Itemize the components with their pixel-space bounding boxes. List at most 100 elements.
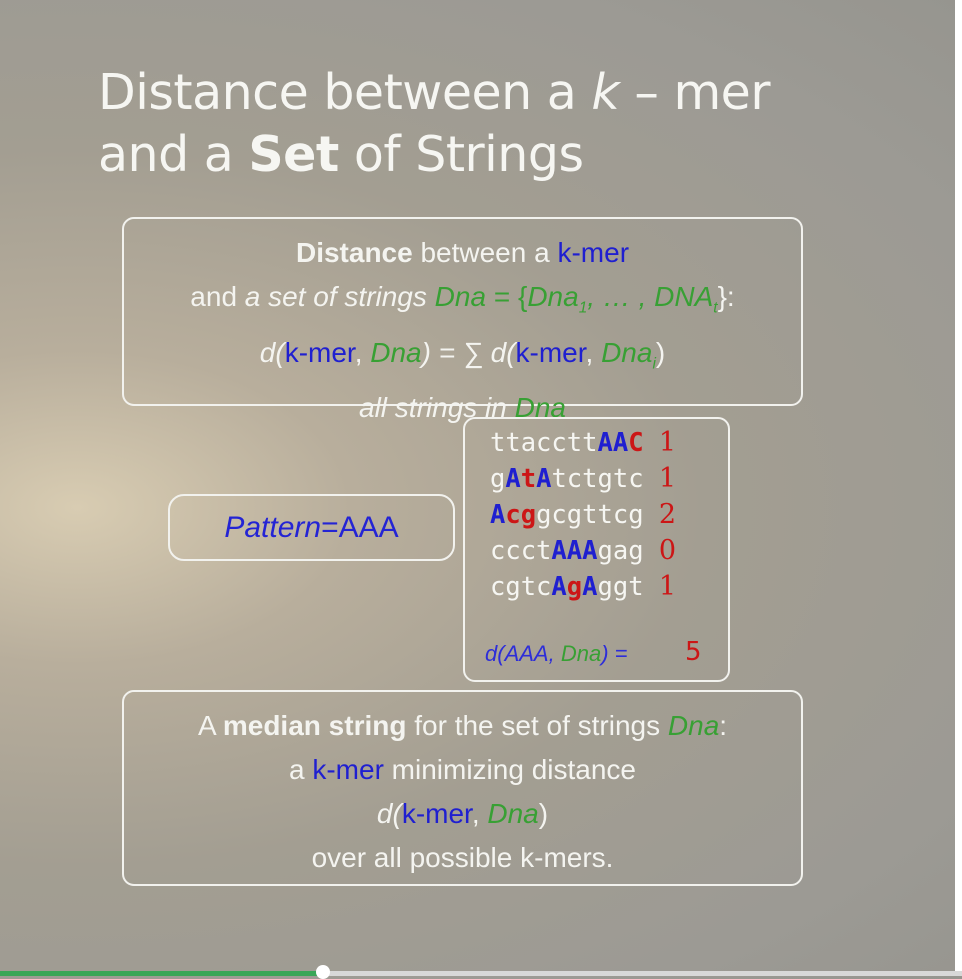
sequence-distance: 1 bbox=[658, 571, 677, 602]
definition-box: Distance between a k-mer and a set of st… bbox=[122, 217, 803, 423]
sequence-row: cgtcAgAggt 1 bbox=[490, 569, 676, 605]
title-text: and a bbox=[98, 126, 249, 183]
def-dna: Dna bbox=[601, 336, 653, 368]
total-value: 5 bbox=[685, 637, 702, 667]
title-line-2: and a Set of Strings bbox=[98, 124, 938, 186]
sequence-segment: AA bbox=[597, 428, 629, 458]
median-kmer: k-mer bbox=[312, 754, 384, 785]
sequence-segment: cg bbox=[505, 500, 537, 530]
sequence-segment: gag bbox=[597, 536, 644, 566]
definition-lines: Distance between a k-mer and a set of st… bbox=[124, 231, 801, 430]
progress-knob[interactable] bbox=[316, 965, 331, 979]
def-sub: i bbox=[652, 355, 656, 373]
sequence-segment: A bbox=[505, 464, 521, 494]
sequence-segment: C bbox=[628, 428, 644, 458]
sequence-segment: A bbox=[490, 500, 506, 530]
title-text: – mer bbox=[619, 64, 770, 121]
sequence-row: ccctAAAgag 0 bbox=[490, 533, 676, 569]
def-text: ) = ∑ d( bbox=[421, 336, 516, 368]
def-text: = { bbox=[486, 281, 528, 312]
pattern-label: Pattern bbox=[224, 510, 322, 544]
def-text: ) bbox=[655, 336, 666, 368]
def-kmer: k-mer bbox=[557, 237, 630, 268]
median-line-3: d(k-mer, Dna) bbox=[124, 792, 801, 836]
median-line-4: over all possible k-mers. bbox=[124, 836, 801, 880]
slide-title: Distance between a k – mer and a Set of … bbox=[98, 62, 938, 186]
sequences-box: ttaccttAAC 1 gAtAtctgtc 1 Acggcgttcg 2 ccct… bbox=[463, 417, 730, 682]
def-text: between a bbox=[412, 237, 558, 268]
median-bold: median string bbox=[222, 710, 407, 741]
sequence-distance: 2 bbox=[658, 499, 677, 530]
sequence-segment: gcgttcg bbox=[536, 500, 644, 530]
median-kmer: k-mer bbox=[401, 798, 472, 829]
median-text: over all possible k-mers. bbox=[311, 842, 614, 873]
sequence-segment: ccct bbox=[490, 536, 552, 566]
total-label: , bbox=[548, 641, 561, 666]
title-text: of Strings bbox=[338, 126, 584, 183]
title-line-1: Distance between a k – mer bbox=[98, 62, 938, 124]
median-text: d( bbox=[376, 798, 402, 829]
def-sub: t bbox=[713, 299, 718, 317]
sequence-distance: 0 bbox=[658, 535, 677, 566]
sequence-segment: A bbox=[551, 572, 567, 602]
median-line-2: a k-mer minimizing distance bbox=[124, 748, 801, 792]
title-text: Distance between a bbox=[98, 64, 592, 121]
sequence-row: ttaccttAAC 1 bbox=[490, 425, 676, 461]
total-distance: d(AAA, Dna) = 5 bbox=[485, 637, 702, 667]
sequence-distance: 1 bbox=[658, 427, 677, 458]
sequence-segment: A bbox=[536, 464, 552, 494]
def-line-1: Distance between a k-mer bbox=[124, 231, 801, 275]
sequence-segment: ttacctt bbox=[490, 428, 598, 458]
def-kmer: k-mer bbox=[284, 336, 355, 368]
pattern-eq: = bbox=[321, 510, 339, 544]
sequence-segment: ggt bbox=[597, 572, 644, 602]
def-dna: Dna bbox=[434, 281, 487, 312]
def-text: d( bbox=[259, 336, 285, 368]
title-k: k bbox=[591, 64, 620, 121]
pattern-box: Pattern = AAA bbox=[168, 494, 455, 561]
right-border bbox=[955, 0, 962, 976]
def-dna: Dna bbox=[370, 336, 422, 368]
sequence-segment: AAA bbox=[551, 536, 598, 566]
median-text: for the set of strings bbox=[406, 710, 668, 741]
total-label: d( bbox=[485, 641, 505, 666]
sequence-segment: cgtc bbox=[490, 572, 552, 602]
sequence-row: Acggcgttcg 2 bbox=[490, 497, 676, 533]
sequence-row: gAtAtctgtc 1 bbox=[490, 461, 676, 497]
def-text: a set of strings bbox=[244, 281, 435, 312]
def-text: and bbox=[190, 281, 245, 312]
total-label: AAA bbox=[504, 641, 549, 666]
def-dna: DNA bbox=[654, 281, 714, 312]
median-lines: A median string for the set of strings D… bbox=[124, 704, 801, 880]
def-sub: 1 bbox=[578, 299, 588, 317]
median-text: minimizing distance bbox=[383, 754, 636, 785]
pattern-text: Pattern = AAA bbox=[170, 496, 453, 559]
sequence-segment: t bbox=[520, 464, 537, 494]
median-dna: Dna bbox=[487, 798, 539, 829]
median-text: A bbox=[197, 710, 223, 741]
def-text: , bbox=[354, 336, 371, 368]
def-distance: Distance bbox=[295, 237, 413, 268]
sequence-segment: g bbox=[490, 464, 506, 494]
def-text: }: bbox=[717, 281, 735, 312]
video-progress-bar[interactable] bbox=[0, 965, 962, 979]
median-box: A median string for the set of strings D… bbox=[122, 690, 803, 886]
sequence-segment: A bbox=[582, 572, 598, 602]
def-dna: Dna bbox=[527, 281, 579, 312]
median-text: ) bbox=[538, 798, 549, 829]
def-kmer: k-mer bbox=[515, 336, 586, 368]
total-dna: Dna bbox=[560, 641, 602, 666]
median-text: a bbox=[288, 754, 313, 785]
median-dna: Dna bbox=[667, 710, 720, 741]
def-line-2: and a set of strings Dna = {Dna1, … , DN… bbox=[124, 275, 801, 331]
median-text: , bbox=[471, 798, 488, 829]
sequence-segment: tctgtc bbox=[551, 464, 644, 494]
def-text: , bbox=[585, 336, 602, 368]
total-label: ) = bbox=[601, 641, 628, 666]
sequence-distance: 1 bbox=[658, 463, 677, 494]
median-text: : bbox=[719, 710, 728, 741]
progress-fill bbox=[0, 971, 324, 976]
title-bold-set: Set bbox=[248, 126, 339, 183]
def-line-3: d(k-mer, Dna) = ∑ d(k-mer, Dnai) bbox=[124, 331, 801, 387]
sequence-segment: g bbox=[566, 572, 583, 602]
